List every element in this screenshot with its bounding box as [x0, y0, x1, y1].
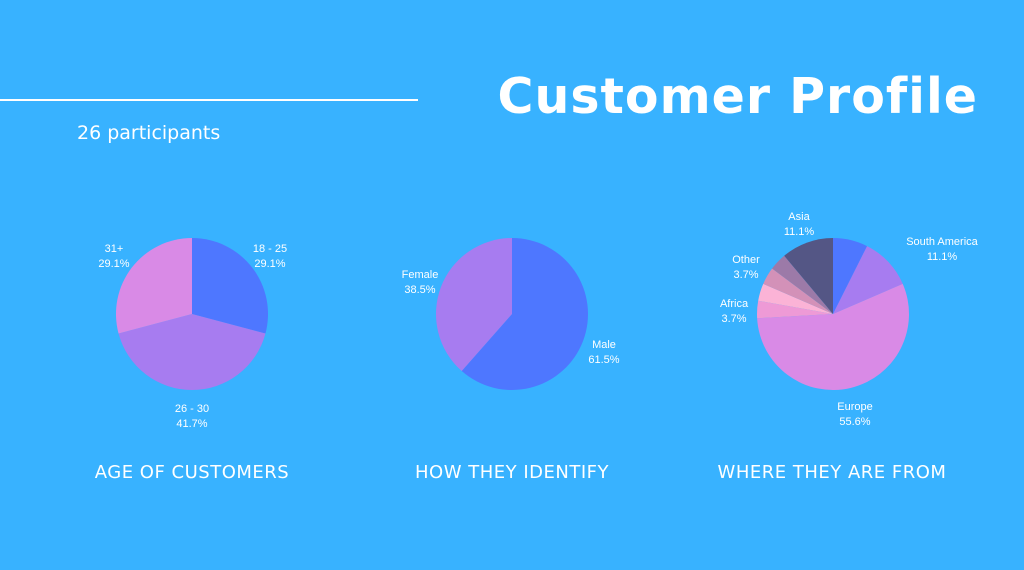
pie-slice [435, 238, 512, 372]
slice-label: 31+ 29.1% [98, 243, 129, 270]
pie-slice [772, 255, 833, 314]
pie-region: South America 11.1% Europe 55.6% Africa 3.7% O… [720, 211, 979, 428]
slice-label: Male 61.5% [588, 339, 619, 366]
pie-slice [756, 300, 833, 319]
page-title: Customer Profile [497, 68, 978, 125]
pie-gender: Male 61.5% Female 38.5% [402, 238, 620, 391]
slice-label: 26 - 30 41.7% [175, 403, 209, 430]
pie-slice [118, 314, 266, 391]
pie-slice [763, 268, 833, 314]
pie-slice [833, 246, 903, 314]
slice-label: Africa 3.7% [720, 298, 749, 325]
pie-slice [192, 238, 269, 334]
pie-slice [461, 238, 588, 391]
slice-label: 18 - 25 29.1% [253, 243, 287, 270]
slice-label: Europe 55.6% [837, 401, 872, 428]
caption-age: AGE OF CUSTOMERS [94, 462, 290, 483]
slice-label: Asia 11.1% [784, 211, 815, 238]
pie-slice [784, 238, 833, 314]
slice-label: South America 11.1% [906, 236, 978, 263]
pie-slice [833, 238, 868, 314]
pie-slice [115, 237, 192, 334]
pie-age: 18 - 25 29.1% 26 - 30 41.7% 31+ 29.1% [98, 237, 287, 430]
caption-gender: HOW THEY IDENTIFY [414, 462, 609, 483]
pie-slice [758, 283, 833, 314]
slice-label: Female 38.5% [402, 269, 439, 296]
header-divider-line [0, 99, 418, 101]
participant-count: 26 participants [77, 122, 221, 144]
caption-region: WHERE THEY ARE FROM [717, 462, 947, 483]
slice-label: Other 3.7% [732, 254, 760, 281]
pie-slice [757, 283, 909, 390]
